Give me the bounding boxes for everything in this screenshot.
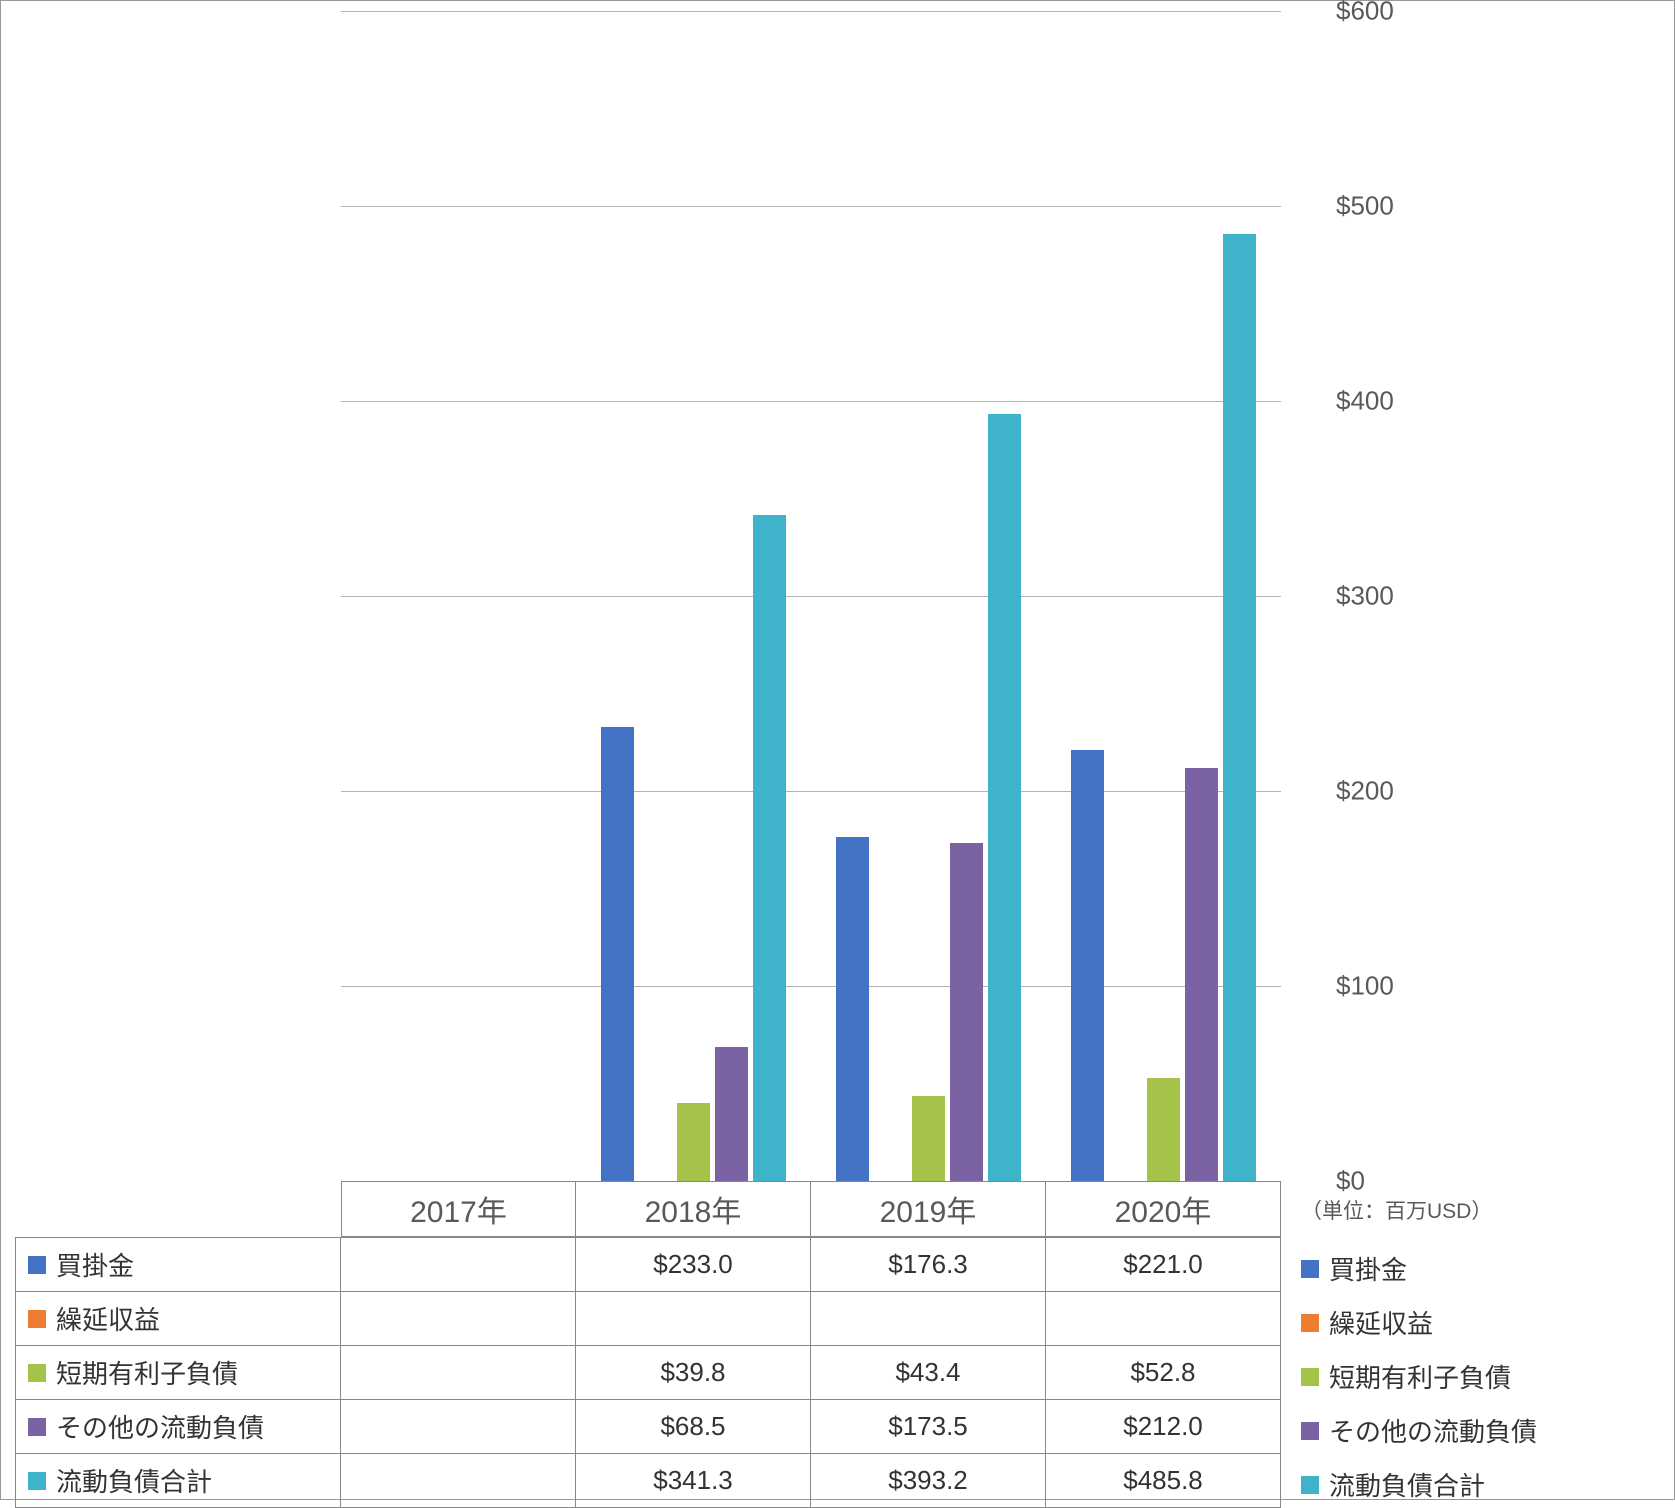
bar xyxy=(1071,750,1104,1181)
series-header: その他の流動負債 xyxy=(15,1400,341,1454)
gridline xyxy=(341,596,1281,597)
bar xyxy=(1147,1078,1180,1181)
gridline xyxy=(341,206,1281,207)
legend-item: その他の流動負債 xyxy=(1301,1412,1537,1449)
legend-label: 短期有利子負債 xyxy=(1329,1358,1511,1395)
bar xyxy=(836,837,869,1181)
chart-frame: 2017年2018年2019年2020年 買掛金 $233.0$176.3$221… xyxy=(0,0,1675,1500)
legend-swatch xyxy=(28,1364,46,1382)
legend-swatch xyxy=(1301,1422,1319,1440)
table-cell: $43.4 xyxy=(811,1346,1046,1400)
legend-swatch xyxy=(1301,1260,1319,1278)
series-header: 短期有利子負債 xyxy=(15,1346,341,1400)
series-header: 繰延収益 xyxy=(15,1292,341,1346)
y-tick-label: $100 xyxy=(1336,971,1394,1002)
table-cell xyxy=(1046,1292,1281,1346)
category-label: 2019年 xyxy=(811,1182,1046,1236)
gridline xyxy=(341,791,1281,792)
legend-swatch xyxy=(1301,1368,1319,1386)
category-label: 2018年 xyxy=(576,1182,811,1236)
table-cell xyxy=(576,1292,811,1346)
table-cell xyxy=(341,1238,576,1292)
table-row: 買掛金 $233.0$176.3$221.0 xyxy=(15,1238,1281,1292)
category-label: 2020年 xyxy=(1046,1182,1281,1236)
y-tick-label: $400 xyxy=(1336,386,1394,417)
y-tick-label: $500 xyxy=(1336,191,1394,222)
table-cell: $176.3 xyxy=(811,1238,1046,1292)
table-cell: $233.0 xyxy=(576,1238,811,1292)
y-tick-label: $600 xyxy=(1336,0,1394,27)
bar xyxy=(601,727,634,1181)
bar xyxy=(988,414,1021,1181)
bar xyxy=(753,515,786,1181)
legend-label: その他の流動負債 xyxy=(1329,1412,1537,1449)
table-row: 短期有利子負債 $39.8$43.4$52.8 xyxy=(15,1346,1281,1400)
legend-swatch xyxy=(28,1310,46,1328)
table-cell: $39.8 xyxy=(576,1346,811,1400)
data-table: 買掛金 $233.0$176.3$221.0 繰延収益短期有利子負債 $39.8$43… xyxy=(15,1237,1281,1508)
series-name: 繰延収益 xyxy=(56,1300,160,1337)
gridline xyxy=(341,986,1281,987)
y-unit-label: （単位：百万USD） xyxy=(1301,1195,1492,1225)
table-row: 繰延収益 xyxy=(15,1292,1281,1346)
legend-item: 流動負債合計 xyxy=(1301,1466,1485,1503)
legend-item: 繰延収益 xyxy=(1301,1304,1433,1341)
legend-label: 繰延収益 xyxy=(1329,1304,1433,1341)
gridline xyxy=(341,401,1281,402)
bar xyxy=(950,843,983,1181)
table-cell xyxy=(811,1292,1046,1346)
legend-item: 買掛金 xyxy=(1301,1250,1407,1287)
bar xyxy=(1185,768,1218,1181)
bar xyxy=(677,1103,710,1181)
legend-swatch xyxy=(28,1472,46,1490)
series-name: 短期有利子負債 xyxy=(56,1354,238,1391)
legend-label: 買掛金 xyxy=(1329,1250,1407,1287)
y-tick-label: $200 xyxy=(1336,776,1394,807)
bar xyxy=(912,1096,945,1181)
category-row: 2017年2018年2019年2020年 xyxy=(341,1181,1281,1237)
legend-swatch xyxy=(28,1256,46,1274)
gridline xyxy=(341,11,1281,12)
legend-label: 流動負債合計 xyxy=(1329,1466,1485,1503)
legend-swatch xyxy=(1301,1314,1319,1332)
series-name: 買掛金 xyxy=(56,1246,134,1283)
table-cell: $52.8 xyxy=(1046,1346,1281,1400)
legend-swatch xyxy=(28,1418,46,1436)
y-tick-label: $0 xyxy=(1336,1166,1365,1197)
series-header: 買掛金 xyxy=(15,1238,341,1292)
table-cell xyxy=(341,1346,576,1400)
bar xyxy=(1223,234,1256,1181)
legend-swatch xyxy=(1301,1476,1319,1494)
bar xyxy=(715,1047,748,1181)
legend-item: 短期有利子負債 xyxy=(1301,1358,1511,1395)
table-cell: $173.5 xyxy=(811,1400,1046,1454)
table-cell: $221.0 xyxy=(1046,1238,1281,1292)
table-cell: $212.0 xyxy=(1046,1400,1281,1454)
series-name: 流動負債合計 xyxy=(56,1462,212,1499)
table-cell xyxy=(341,1400,576,1454)
y-tick-label: $300 xyxy=(1336,581,1394,612)
category-label: 2017年 xyxy=(341,1182,576,1236)
plot-area xyxy=(341,11,1281,1181)
table-row: その他の流動負債 $68.5$173.5$212.0 xyxy=(15,1400,1281,1454)
table-cell: $68.5 xyxy=(576,1400,811,1454)
series-name: その他の流動負債 xyxy=(56,1408,264,1445)
table-cell xyxy=(341,1292,576,1346)
